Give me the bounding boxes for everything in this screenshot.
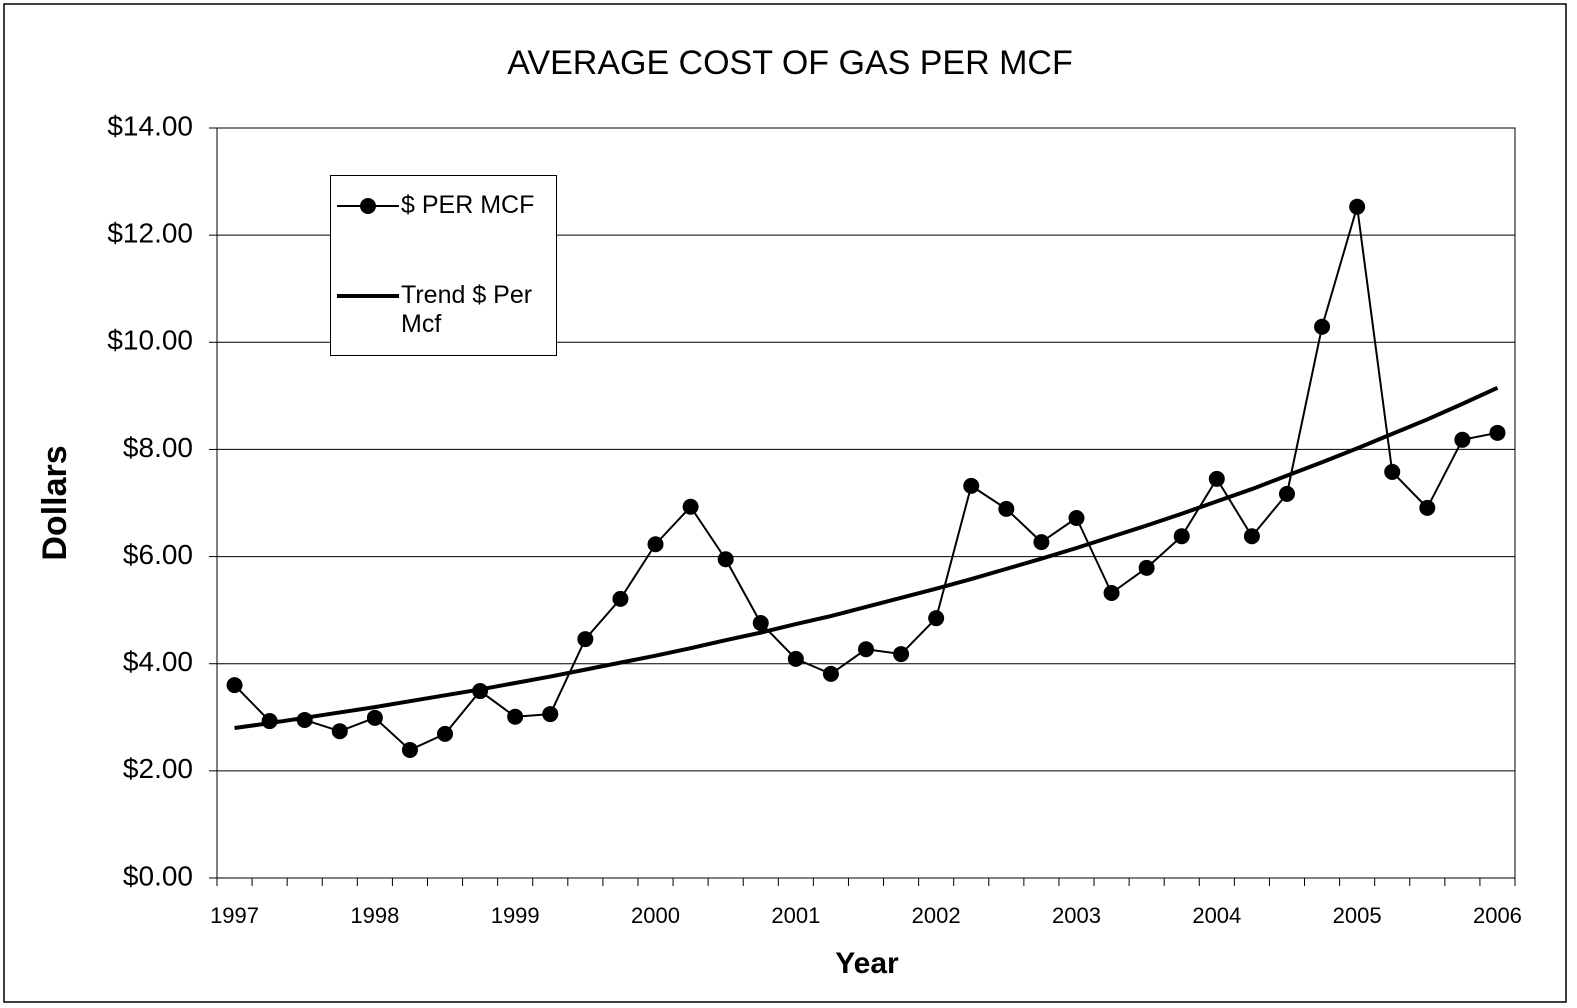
x-tick-label: 1998 — [350, 903, 399, 928]
data-point — [928, 610, 945, 627]
data-point — [366, 709, 383, 726]
x-tick-label: 2004 — [1192, 903, 1241, 928]
data-point — [1033, 534, 1050, 551]
x-tick-label: 2002 — [912, 903, 961, 928]
x-tick-label: 2001 — [771, 903, 820, 928]
legend-label: $ PER MCF — [401, 191, 535, 219]
data-point — [1278, 485, 1295, 502]
x-tick-label: 1997 — [210, 903, 259, 928]
y-tick-label: $6.00 — [123, 539, 193, 570]
data-point — [542, 706, 559, 723]
y-axis-label: Dollars — [36, 445, 74, 560]
x-tick-label: 2003 — [1052, 903, 1101, 928]
data-point — [1489, 424, 1506, 441]
data-point — [1103, 585, 1120, 601]
data-point — [507, 708, 524, 725]
legend-marker — [360, 198, 376, 214]
data-point — [1454, 431, 1471, 448]
data-point — [612, 590, 629, 607]
data-point — [401, 741, 418, 758]
data-point — [1138, 559, 1155, 576]
x-tick-label: 2006 — [1473, 903, 1522, 928]
y-tick-label: $2.00 — [123, 753, 193, 784]
y-tick-label: $8.00 — [123, 432, 193, 463]
data-point — [682, 498, 699, 515]
data-point — [331, 723, 348, 740]
data-point — [577, 631, 594, 648]
legend-symbol — [337, 294, 399, 298]
data-point — [963, 477, 980, 494]
legend-label: Trend $ Per Mcf — [401, 281, 533, 338]
x-axis-label: Year — [835, 947, 899, 980]
data-point — [1419, 499, 1436, 516]
data-point — [437, 725, 454, 742]
data-point — [1314, 318, 1331, 335]
data-point — [858, 641, 874, 658]
data-point — [226, 677, 243, 694]
data-point — [717, 551, 734, 568]
x-tick-label: 2000 — [631, 903, 680, 928]
legend-symbol — [337, 198, 399, 214]
data-point — [787, 650, 804, 667]
y-tick-label: $10.00 — [107, 325, 193, 356]
y-tick-label: $12.00 — [107, 218, 193, 249]
chart-border — [3, 3, 1567, 1003]
x-tick-label: 1999 — [491, 903, 540, 928]
trend-line — [234, 386, 1499, 730]
x-tick-label: 2005 — [1333, 903, 1382, 928]
data-point — [998, 500, 1015, 517]
data-point — [893, 646, 910, 663]
data-point — [647, 536, 664, 553]
legend: $ PER MCF Trend $ Per Mcf — [330, 175, 557, 356]
y-tick-label: $0.00 — [123, 860, 193, 891]
data-point — [752, 615, 769, 631]
y-tick-label: $4.00 — [123, 646, 193, 677]
data-point — [1384, 463, 1401, 480]
data-point — [1173, 528, 1190, 545]
chart-title: AVERAGE COST OF GAS PER MCF — [507, 44, 1073, 82]
data-point — [822, 665, 839, 682]
data-point — [1349, 198, 1366, 215]
data-point — [1243, 528, 1260, 545]
y-tick-label: $14.00 — [107, 110, 193, 141]
data-point — [1208, 470, 1225, 487]
data-point — [1068, 510, 1085, 526]
